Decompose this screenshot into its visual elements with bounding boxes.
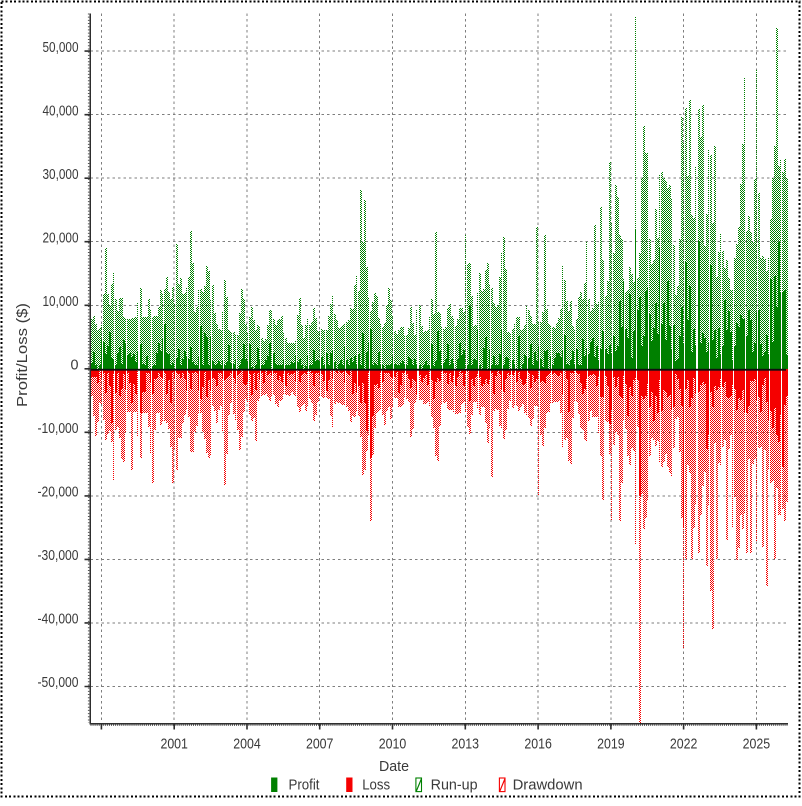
svg-text:Date: Date <box>379 758 409 775</box>
svg-text:0: 0 <box>71 358 79 374</box>
svg-text:Loss: Loss <box>362 777 390 794</box>
svg-text:2001: 2001 <box>160 736 188 753</box>
svg-text:20,000: 20,000 <box>43 231 79 247</box>
svg-text:2007: 2007 <box>306 736 334 753</box>
svg-text:-20,000: -20,000 <box>38 485 79 501</box>
svg-text:-30,000: -30,000 <box>38 548 79 564</box>
svg-text:2022: 2022 <box>670 736 698 753</box>
svg-text:30,000: 30,000 <box>43 167 79 183</box>
svg-text:2025: 2025 <box>743 736 771 753</box>
svg-text:2010: 2010 <box>379 736 407 753</box>
svg-text:2016: 2016 <box>524 736 552 753</box>
svg-text:2004: 2004 <box>233 736 261 753</box>
svg-text:Profit: Profit <box>289 777 321 794</box>
svg-text:Profit/Loss ($): Profit/Loss ($) <box>14 303 31 407</box>
svg-text:-10,000: -10,000 <box>38 421 79 437</box>
svg-text:-50,000: -50,000 <box>38 675 79 691</box>
svg-text:-40,000: -40,000 <box>38 612 79 628</box>
svg-text:2019: 2019 <box>597 736 625 753</box>
svg-text:10,000: 10,000 <box>43 294 79 310</box>
svg-text:40,000: 40,000 <box>43 104 79 120</box>
svg-text:2013: 2013 <box>452 736 480 753</box>
svg-text:Drawdown: Drawdown <box>513 777 583 794</box>
svg-text:50,000: 50,000 <box>43 40 79 56</box>
svg-text:Run-up: Run-up <box>431 777 478 794</box>
